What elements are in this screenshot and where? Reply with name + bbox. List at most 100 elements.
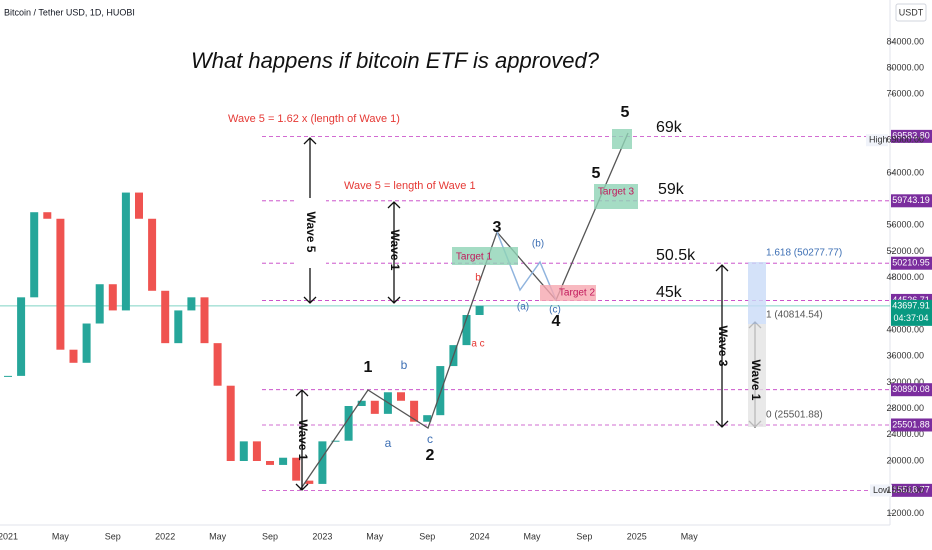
price-candle <box>213 343 222 386</box>
price-candle <box>252 441 261 461</box>
level-label: 45k <box>656 284 683 301</box>
corrective-label: (c) <box>549 305 561 316</box>
label-bg <box>294 198 326 268</box>
wave-label: 5 <box>621 104 630 121</box>
time-tick-label: Sep <box>419 531 435 541</box>
wave-arrow-label: Wave 1 <box>296 420 310 461</box>
time-tick-label: 2022 <box>155 531 175 541</box>
extreme-price: 69000.00 <box>886 135 924 145</box>
price-tick-label: 84000.00 <box>886 36 924 46</box>
wave-label: 1 <box>364 359 373 376</box>
price-candle <box>187 297 196 311</box>
target-label: Target 2 <box>559 288 596 299</box>
price-tick-label: 20000.00 <box>886 455 924 465</box>
price-candle <box>397 392 405 401</box>
price-candle <box>148 218 157 291</box>
fib-label: 0 (25501.88) <box>766 410 823 421</box>
price-tick-label: 76000.00 <box>886 89 924 99</box>
target-box <box>612 129 632 149</box>
price-candle <box>410 400 419 422</box>
price-tag <box>891 383 932 397</box>
extreme-box <box>870 484 892 497</box>
fib-label: 1 (40814.54) <box>766 310 823 321</box>
time-tick-label: May <box>681 531 699 541</box>
level-label: 59k <box>658 181 685 198</box>
price-candle <box>357 400 366 407</box>
price-candle <box>17 297 26 376</box>
wave-arrow-label: Wave 5 <box>304 212 318 253</box>
time-tick-label: May <box>366 531 384 541</box>
sub-wave-label: a <box>385 436 392 450</box>
extreme-box <box>866 134 888 147</box>
price-tag-label: 69583.80 <box>892 131 930 141</box>
price-tick-label: 32000.00 <box>886 377 924 387</box>
time-tick-label: 2025 <box>627 531 647 541</box>
wave-label: 3 <box>493 219 502 236</box>
price-candle <box>475 305 484 316</box>
price-candle <box>69 349 78 363</box>
price-tag <box>891 299 932 326</box>
target-label: Target 3 <box>598 187 635 198</box>
price-tag <box>891 418 932 432</box>
wave-label: 4 <box>552 313 561 330</box>
currency-box[interactable] <box>895 3 927 22</box>
wave-arrow-label: Wave 1 <box>388 230 402 271</box>
price-tick-label: 36000.00 <box>886 351 924 361</box>
target-box <box>594 184 638 209</box>
price-candle <box>4 375 12 377</box>
time-tick-label: May <box>209 531 227 541</box>
price-candle <box>292 457 301 481</box>
fib-box <box>748 262 766 324</box>
wave-label: 5 <box>592 165 601 182</box>
price-tag <box>891 129 932 143</box>
wave-path <box>299 132 629 491</box>
price-tag-label: 43697.91 <box>892 301 930 311</box>
price-candle <box>318 441 327 484</box>
countdown: 04:37:04 <box>893 313 928 323</box>
level-label: 69k <box>656 119 683 136</box>
price-axis: 84000.00 80000.00 76000.00 64000.00 56000.00… <box>0 36 932 541</box>
price-candle <box>423 415 432 422</box>
currency[interactable]: USDT <box>899 7 924 17</box>
price-candle <box>305 480 314 484</box>
symbol: Bitcoin / Tether USD, 1D, HUOBI <box>4 7 135 17</box>
price-candle <box>174 310 183 344</box>
price-candle <box>370 400 379 414</box>
annotation: Wave 5 = 1.62 x (length of Wave 1) <box>228 113 400 125</box>
price-tag <box>891 483 932 497</box>
price-tag-label: 50210.95 <box>892 258 930 268</box>
price-candle <box>462 315 471 346</box>
price-candle <box>95 284 104 324</box>
price-candle <box>226 385 235 461</box>
time-tick-label: May <box>523 531 541 541</box>
time-tick-label: 2023 <box>312 531 332 541</box>
fib-label: 1.618 (50277.77) <box>766 248 842 259</box>
fib-box <box>748 324 766 427</box>
price-tick-label: 80000.00 <box>886 63 924 73</box>
price-candle <box>344 406 353 441</box>
price-tick-label: 52000.00 <box>886 246 924 256</box>
target-box <box>452 247 518 265</box>
price-tag-label: 59743.19 <box>892 195 930 205</box>
price-candle <box>121 192 130 311</box>
price-tag-label: 15518.77 <box>892 485 930 495</box>
price-tick-label: 48000.00 <box>886 272 924 282</box>
extreme-price: 15500.00 <box>886 485 924 495</box>
price-tick-label: 24000.00 <box>886 429 924 439</box>
wave-arrow-label: Wave 3 <box>716 326 730 367</box>
price-tick-label: 28000.00 <box>886 403 924 413</box>
title: What happens if bitcoin ETF is approved? <box>191 48 600 73</box>
wave-label: 2 <box>426 447 435 464</box>
level-label: 50.5k <box>656 247 696 264</box>
target-label: Target 1 <box>456 252 493 263</box>
extreme-label: Low <box>873 485 890 495</box>
price-candle <box>279 457 288 465</box>
target-box <box>540 285 596 301</box>
price-candle <box>43 212 52 219</box>
price-tag <box>891 256 932 270</box>
price-tag <box>891 194 932 208</box>
price-candle <box>30 212 39 298</box>
price-tick-label: 56000.00 <box>886 220 924 230</box>
